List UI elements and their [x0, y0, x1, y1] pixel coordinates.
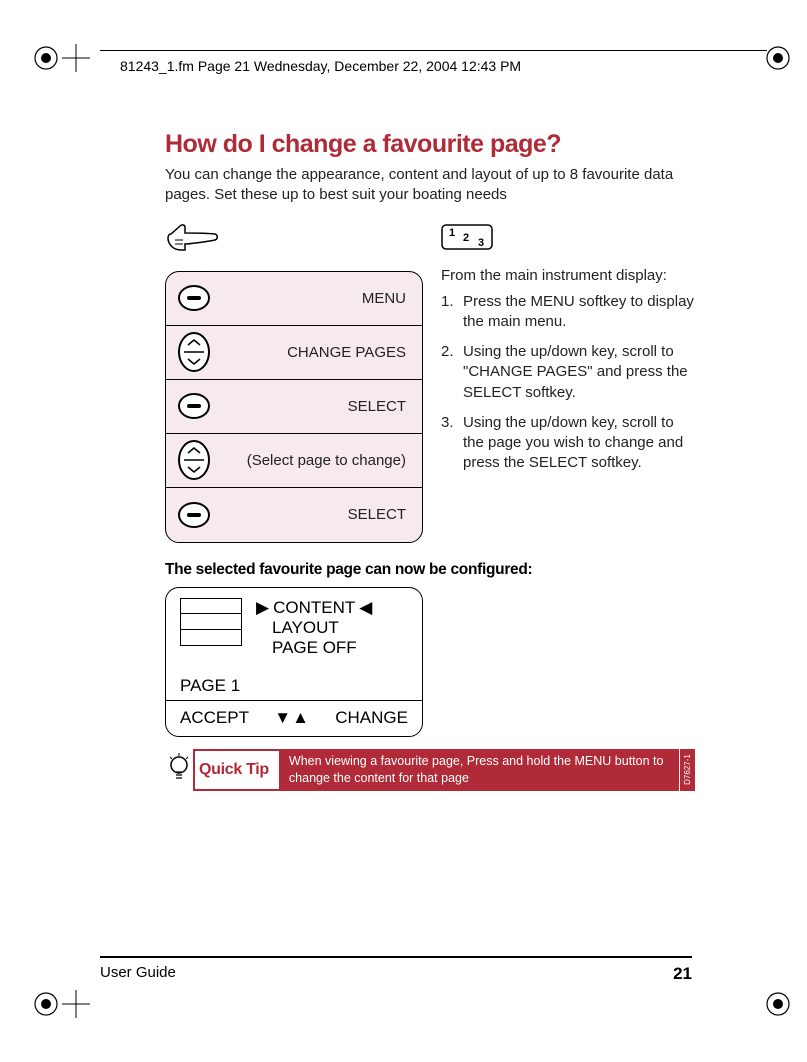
config-option: PAGE OFF	[256, 638, 408, 658]
svg-text:2: 2	[463, 232, 469, 244]
menu-label: CHANGE PAGES	[216, 344, 412, 361]
triangle-right-icon: ▶	[256, 598, 269, 618]
triangle-left-icon: ◀	[359, 598, 372, 618]
page-title: How do I change a favourite page?	[165, 130, 695, 159]
crop-mark-bl	[32, 990, 92, 1020]
menu-row: SELECT	[166, 488, 422, 542]
step-list: 1.Press the MENU softkey to display the …	[441, 292, 695, 474]
softkey-single-icon	[176, 283, 216, 313]
lightbulb-icon	[165, 749, 193, 791]
accept-softkey-label: ACCEPT	[180, 708, 249, 728]
crop-mark-tr	[763, 44, 793, 74]
step-text: Press the MENU softkey to display the ma…	[463, 292, 695, 333]
menu-row: CHANGE PAGES	[166, 326, 422, 380]
step-text: Using the up/down key, scroll to the pag…	[463, 413, 695, 474]
header-text: 81243_1.fm Page 21 Wednesday, December 2…	[120, 58, 521, 74]
page-footer: User Guide 21	[100, 956, 692, 984]
config-option: LAYOUT	[256, 618, 408, 638]
steps-intro: From the main instrument display:	[441, 267, 695, 284]
menu-row: SELECT	[166, 380, 422, 434]
menu-label: SELECT	[216, 506, 412, 523]
pointing-hand-icon	[165, 220, 423, 261]
menu-row: MENU	[166, 272, 422, 326]
quick-tip-body: When viewing a favourite page, Press and…	[279, 749, 679, 791]
page-number: 21	[673, 964, 692, 984]
footer-left: User Guide	[100, 964, 176, 984]
crop-mark-br	[763, 990, 793, 1020]
svg-text:1: 1	[449, 227, 455, 239]
menu-label: (Select page to change)	[216, 452, 412, 469]
subheading: The selected favourite page can now be c…	[165, 561, 695, 579]
menu-label: MENU	[216, 290, 412, 307]
menu-steps-panel: MENU CHANGE PAGES SELECT	[165, 271, 423, 543]
menu-row: (Select page to change)	[166, 434, 422, 488]
quick-tip-banner: Quick Tip When viewing a favourite page,…	[165, 749, 695, 791]
intro-text: You can change the appearance, content a…	[165, 165, 695, 206]
page-number-label: PAGE 1	[180, 676, 408, 696]
quick-tip-label: Quick Tip	[193, 749, 279, 791]
softkey-single-icon	[176, 500, 216, 530]
svg-text:3: 3	[478, 237, 484, 249]
softkey-single-icon	[176, 391, 216, 421]
page-layout-preview-icon	[180, 598, 242, 646]
steps-123-icon: 1 2 3	[441, 220, 695, 257]
config-option: CONTENT	[273, 598, 355, 618]
step-item: 2.Using the up/down key, scroll to "CHAN…	[441, 342, 695, 403]
step-text: Using the up/down key, scroll to "CHANGE…	[463, 342, 695, 403]
crop-mark-tl	[32, 44, 92, 74]
softkey-updown-icon	[176, 331, 216, 373]
updown-arrows-icon: ▼▲	[274, 708, 310, 728]
menu-label: SELECT	[216, 398, 412, 415]
softkey-updown-icon	[176, 439, 216, 481]
step-item: 3.Using the up/down key, scroll to the p…	[441, 413, 695, 474]
change-softkey-label: CHANGE	[335, 708, 408, 728]
header-rule	[100, 50, 767, 51]
step-item: 1.Press the MENU softkey to display the …	[441, 292, 695, 333]
config-panel: ▶ CONTENT ◀ LAYOUT PAGE OFF PAGE 1 ACCEP…	[165, 587, 423, 737]
quick-tip-code: D7627-1	[679, 749, 695, 791]
